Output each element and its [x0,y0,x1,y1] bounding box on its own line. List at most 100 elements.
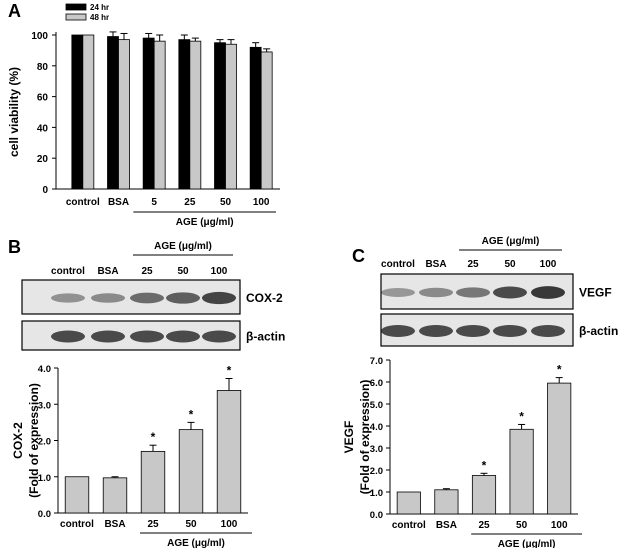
bar [260,51,273,190]
blot-band [202,330,236,343]
bar [214,42,226,190]
y-axis-title-2: (Fold of expression) [358,380,372,495]
y-axis-title-2: (Fold of expression) [27,383,41,498]
group-label: AGE (μg/ml) [167,538,225,548]
bar [178,429,204,514]
blot-band-label: β-actin [579,324,618,338]
panel-label-b: B [8,237,21,257]
blot-lane-label: BSA [97,266,118,277]
blot-lane-label: 100 [540,259,557,270]
blot-band [456,287,490,298]
bar [140,450,166,514]
bar [471,475,497,515]
y-tick-label: 7.0 [370,356,383,367]
significance-mark: * [151,430,156,444]
y-tick-label: 2.0 [370,466,383,477]
bar [396,491,421,515]
blot-lane-label: 100 [211,266,228,277]
significance-mark: * [227,364,232,378]
bar [249,46,262,190]
x-tick-label: control [66,197,100,208]
blot-lane-label: 25 [467,259,479,270]
x-tick-label: 50 [220,197,232,208]
blot-lane-label: 50 [177,266,189,277]
y-tick-label: 0.0 [370,510,383,521]
significance-mark: * [557,363,562,377]
y-tick-label: 0 [42,185,48,196]
x-tick-label: 25 [184,197,196,208]
legend-label-1: 24 hr [90,3,109,12]
bar [509,428,534,515]
y-axis-title: cell viability (%) [7,67,21,157]
blot-band [531,325,565,337]
y-tick-label: 60 [37,93,49,104]
y-tick-label: 40 [37,123,49,134]
bar [118,39,130,190]
blot-band [531,286,565,299]
blot-lane-label: 25 [141,266,153,277]
y-tick-label: 100 [31,31,48,42]
blot-band [91,330,125,343]
blot-band [381,325,415,337]
x-tick-label: 5 [151,197,157,208]
bar [142,37,155,190]
y-tick-label: 1.0 [370,488,383,499]
y-tick-label: 80 [37,62,49,73]
x-tick-label: BSA [436,520,457,531]
blot-lane-label: BSA [425,259,446,270]
blot-band [51,330,85,343]
significance-mark: * [189,407,194,421]
bar [547,382,572,515]
bar [178,39,191,190]
y-axis-title: VEGF [342,421,356,454]
blot-band-label: COX-2 [246,291,283,305]
blot-band [456,325,490,337]
bar [189,40,202,190]
blot-treatment-label: AGE (μg/ml) [154,241,212,252]
blot-band [166,292,200,304]
blot-lane-label: control [381,259,415,270]
bar [102,477,128,514]
group-label: AGE (μg/ml) [176,217,234,228]
bar [71,34,84,190]
y-tick-label: 4.0 [38,364,51,375]
blot-band [493,286,527,299]
bar [216,390,242,514]
x-tick-label: control [60,519,94,530]
group-label: AGE (μg/ml) [498,539,556,548]
bar [64,476,90,514]
blot-band [493,325,527,337]
y-tick-label: 4.0 [370,422,383,433]
blot-band [381,288,415,297]
blot-band [166,330,200,343]
blot-lane-label: control [51,266,85,277]
blot-band [130,292,164,304]
x-tick-label: 100 [221,519,238,530]
blot-treatment-label: AGE (μg/ml) [482,236,540,247]
x-tick-label: BSA [108,197,129,208]
significance-mark: * [519,409,524,423]
y-tick-label: 1.0 [38,473,51,484]
y-tick-label: 2.0 [38,437,51,448]
legend-label-2: 48 hr [90,13,109,22]
x-tick-label: 100 [551,520,568,531]
blot-band [51,293,85,303]
y-tick-label: 0.0 [38,509,51,520]
blot-band-label: β-actin [246,330,285,344]
blot-band-label: VEGF [579,286,612,300]
bar [107,36,119,190]
significance-mark: * [482,458,487,472]
y-tick-label: 3.0 [370,444,383,455]
x-tick-label: BSA [104,519,125,530]
x-tick-label: 50 [185,519,197,530]
x-tick-label: 25 [147,519,159,530]
x-tick-label: control [392,520,426,531]
blot-band [419,287,453,298]
blot-band [91,293,125,303]
bar [225,43,237,190]
blot-band [419,325,453,337]
bar [153,40,166,190]
legend-swatch-1 [65,3,87,11]
bar [434,489,459,515]
